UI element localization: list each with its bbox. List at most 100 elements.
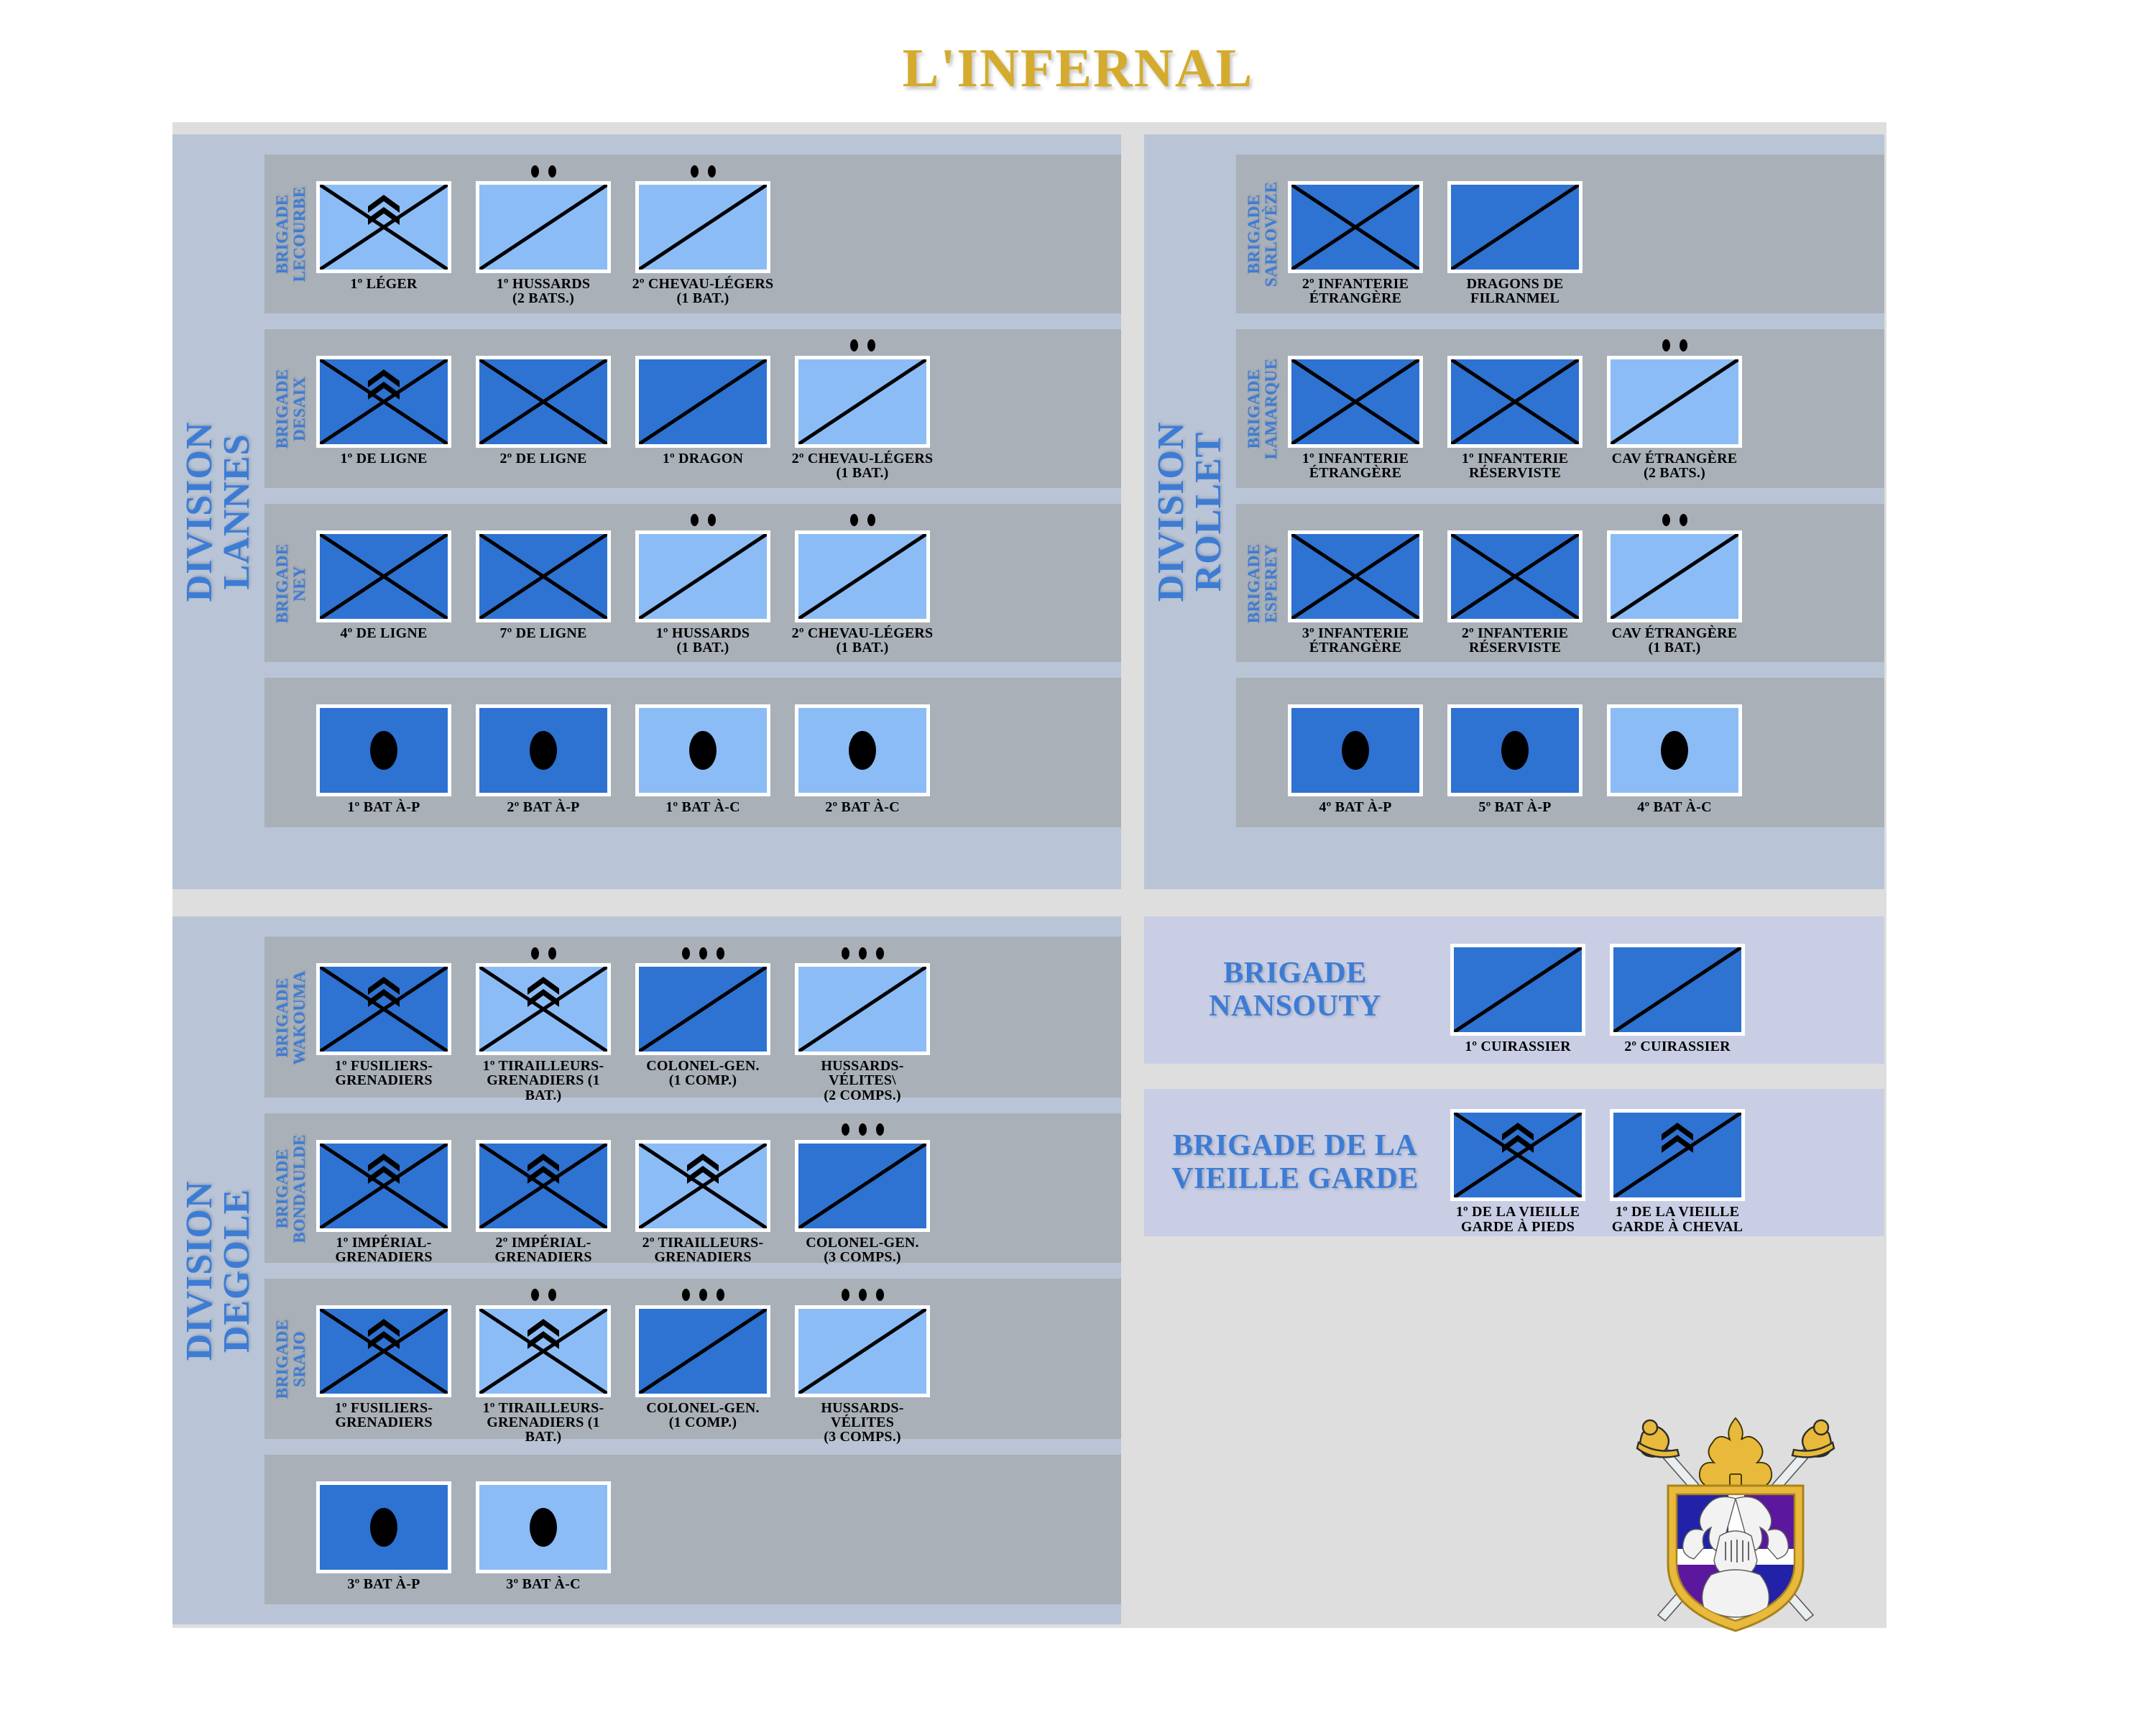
unit-symbol-cavalry-slash[interactable] [635, 530, 770, 622]
unit-0[interactable]: 4º DE LIGNE [312, 512, 456, 640]
unit-symbol-infantry-x[interactable] [1288, 530, 1423, 622]
unit-0[interactable]: 3º INFANTERIE ÉTRANGÈRE [1284, 512, 1427, 656]
unit-1[interactable]: DRAGONS DE FILRANMEL [1443, 163, 1587, 306]
echelon-indicator [312, 1287, 456, 1303]
echelon-dot-icon [699, 1289, 707, 1301]
unit-label: 1º DE LIGNE [340, 450, 428, 466]
brigade-brigade-sarlovèze: BRIGADE SARLOVÈZE 2º INFANTERIE ÉTRANGÈRE D… [1236, 155, 1884, 313]
unit-1[interactable]: 2º BAT À-P [471, 686, 615, 815]
unit-3[interactable]: 2º CHEVAU-LÉGERS (1 BAT.) [791, 338, 934, 481]
unit-symbol-artillery-dot[interactable] [476, 1481, 611, 1573]
unit-1[interactable]: 2º IMPÉRIAL- GRENADIERS [471, 1122, 615, 1265]
unit-symbol-infantry-x[interactable] [635, 1139, 770, 1232]
unit-1[interactable]: 1º TIRAILLEURS- GRENADIERS (1 BAT.) [471, 945, 615, 1103]
unit-label: 4º BAT À-P [1319, 799, 1392, 816]
unit-symbol-infantry-x[interactable] [316, 1139, 451, 1232]
unit-symbol-cavalry-slash[interactable] [635, 1305, 770, 1397]
unit-1[interactable]: 2º DE LIGNE [471, 338, 615, 466]
brigade-label-column: BRIGADE NEY [270, 512, 312, 656]
unit-0[interactable]: 1º FUSILIERS- GRENADIERS [312, 1287, 456, 1430]
unit-1[interactable]: 7º DE LIGNE [471, 512, 615, 640]
unit-symbol-infantry-x[interactable] [1447, 355, 1583, 448]
unit-2[interactable]: 2º TIRAILLEURS- GRENADIERS [631, 1122, 775, 1265]
brigade-label: BRIGADE NEY [272, 543, 308, 624]
unit-symbol-cavalry-slash[interactable] [1447, 181, 1583, 273]
unit-symbol-artillery-dot[interactable] [316, 704, 451, 797]
unit-2[interactable]: 1º HUSSARDS (1 BAT.) [631, 512, 775, 656]
unit-3[interactable]: HUSSARDS-VÉLITES (3 COMPS.) [791, 1287, 934, 1445]
unit-label: 1º FUSILIERS- GRENADIERS [334, 1399, 433, 1430]
unit-row: 3º INFANTERIE ÉTRANGÈRE 2º INFANTERIE RÉS… [1284, 512, 1871, 656]
unit-1[interactable]: 1º HUSSARDS (2 BATS.) [471, 163, 615, 306]
unit-2[interactable]: COLONEL-GEN. (1 COMP.) [631, 945, 775, 1088]
unit-3[interactable]: 2º CHEVAU-LÉGERS (1 BAT.) [791, 512, 934, 656]
unit-symbol-cavalry-slash[interactable] [795, 355, 930, 448]
unit-symbol-cavalry-slash[interactable] [1610, 944, 1745, 1036]
unit-symbol-cavalry-slash[interactable] [795, 1305, 930, 1397]
unit-0[interactable]: 1º FUSILIERS- GRENADIERS [312, 945, 456, 1088]
unit-symbol-cavalry-slash[interactable] [635, 355, 770, 448]
unit-symbol-infantry-x[interactable] [476, 355, 611, 448]
unit-0[interactable]: 1º DE LIGNE [312, 338, 456, 466]
unit-symbol-infantry-x[interactable] [476, 963, 611, 1055]
unit-0[interactable]: 1º LÉGER [312, 163, 456, 291]
unit-symbol-infantry-x[interactable] [316, 355, 451, 448]
coat-of-arms-icon [1636, 1417, 1835, 1632]
unit-2[interactable]: 2º CHEVAU-LÉGERS (1 BAT.) [631, 163, 775, 306]
unit-0[interactable]: 1º IMPÉRIAL- GRENADIERS [312, 1122, 456, 1265]
unit-1[interactable]: 1º DE LA VIEILLE GARDE À CHEVAL [1606, 1091, 1749, 1234]
unit-symbol-artillery-dot[interactable] [1288, 704, 1423, 797]
unit-0[interactable]: 4º BAT À-P [1284, 686, 1427, 816]
echelon-indicator [791, 1122, 934, 1138]
unit-1[interactable]: 1º INFANTERIE RÉSERVISTE [1443, 338, 1587, 481]
unit-symbol-artillery-dot[interactable] [316, 1481, 451, 1573]
unit-symbol-artillery-dot[interactable] [795, 704, 930, 797]
unit-symbol-infantry-x[interactable] [1288, 181, 1423, 273]
unit-symbol-cavalry-slash[interactable] [795, 1139, 930, 1232]
unit-1[interactable]: 2º CUIRASSIER [1606, 926, 1749, 1054]
unit-2[interactable]: 1º BAT À-C [631, 686, 775, 815]
unit-0[interactable]: 2º INFANTERIE ÉTRANGÈRE [1284, 163, 1427, 306]
unit-symbol-artillery-dot[interactable] [635, 704, 770, 797]
unit-symbol-cavalry-slash[interactable] [635, 963, 770, 1055]
unit-symbol-infantry-x[interactable] [476, 1305, 611, 1397]
unit-2[interactable]: CAV ÉTRANGÈRE (1 BAT.) [1603, 512, 1746, 656]
unit-symbol-cavalry-slash[interactable] [476, 181, 611, 273]
unit-0[interactable]: 1º CUIRASSIER [1446, 926, 1590, 1054]
unit-3[interactable]: HUSSARDS-VÉLITES\ (2 COMPS.) [791, 945, 934, 1103]
unit-symbol-infantry-x[interactable] [1288, 355, 1423, 448]
unit-symbol-cavalry-slash[interactable] [1450, 944, 1585, 1036]
unit-3[interactable]: COLONEL-GEN. (3 COMPS.) [791, 1122, 934, 1265]
unit-2[interactable]: COLONEL-GEN. (1 COMP.) [631, 1287, 775, 1430]
unit-symbol-infantry-x[interactable] [316, 1305, 451, 1397]
unit-symbol-cavalry-slash[interactable] [1607, 355, 1742, 448]
unit-symbol-cavalry-slash[interactable] [795, 963, 930, 1055]
unit-2[interactable]: CAV ÉTRANGÈRE (2 BATS.) [1603, 338, 1746, 481]
unit-symbol-infantry-x[interactable] [1447, 530, 1583, 622]
unit-0[interactable]: 1º INFANTERIE ÉTRANGÈRE [1284, 338, 1427, 481]
unit-symbol-infantry-x[interactable] [316, 530, 451, 622]
unit-1[interactable]: 5º BAT À-P [1443, 686, 1587, 815]
unit-symbol-artillery-dot[interactable] [476, 704, 611, 797]
unit-symbol-artillery-dot[interactable] [1447, 704, 1583, 797]
unit-3[interactable]: 2º BAT À-C [791, 686, 934, 815]
unit-2[interactable]: 4º BAT À-C [1603, 686, 1746, 815]
unit-0[interactable]: 1º BAT À-P [312, 686, 456, 815]
unit-1[interactable]: 1º TIRAILLEURS- GRENADIERS (1 BAT.) [471, 1287, 615, 1445]
unit-0[interactable]: 1º DE LA VIEILLE GARDE À PIEDS [1446, 1091, 1590, 1234]
unit-symbol-artillery-dot[interactable] [1607, 704, 1742, 797]
unit-0[interactable]: 3º BAT À-P [312, 1463, 456, 1591]
unit-symbol-infantry-x[interactable] [476, 530, 611, 622]
unit-symbol-cavalry-slash[interactable] [635, 181, 770, 273]
unit-2[interactable]: 1º DRAGON [631, 338, 775, 466]
unit-symbol-cavalry-slash[interactable] [1610, 1109, 1745, 1202]
unit-symbol-cavalry-slash[interactable] [1607, 530, 1742, 622]
unit-symbol-infantry-x[interactable] [1450, 1109, 1585, 1202]
unit-symbol-cavalry-slash[interactable] [795, 530, 930, 622]
unit-symbol-infantry-x[interactable] [316, 963, 451, 1055]
unit-symbol-infantry-x[interactable] [316, 181, 451, 273]
artillery-row: 4º BAT À-P 5º BAT À-P 4º BAT À-C [1236, 678, 1884, 828]
unit-1[interactable]: 3º BAT À-C [471, 1463, 615, 1591]
unit-symbol-infantry-x[interactable] [476, 1139, 611, 1232]
unit-1[interactable]: 2º INFANTERIE RÉSERVISTE [1443, 512, 1587, 656]
